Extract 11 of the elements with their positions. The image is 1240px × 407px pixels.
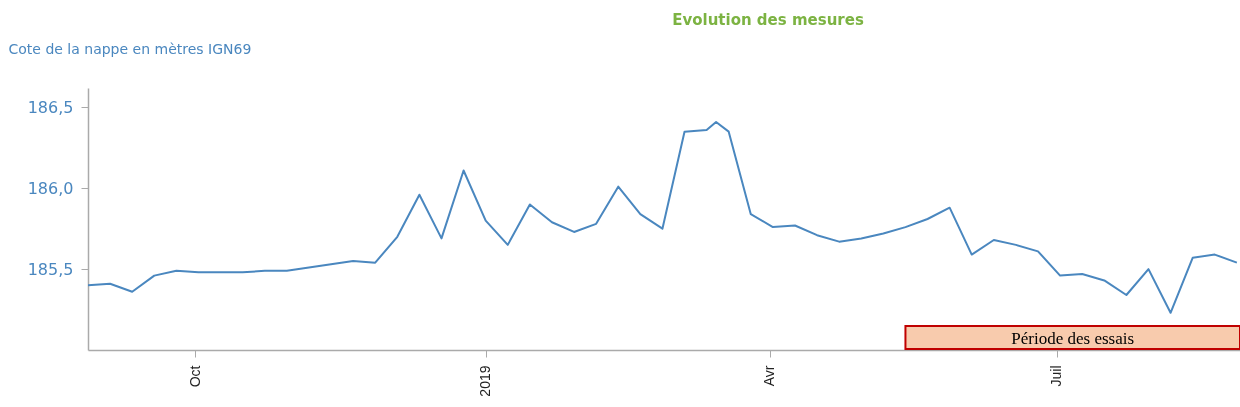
chart-title: Evolution des mesures <box>672 11 864 29</box>
band-label: Période des essais <box>1011 329 1135 348</box>
x-tick-label: Oct <box>186 365 203 388</box>
y-axis-title: Cote de la nappe en mètres IGN69 <box>8 40 252 57</box>
line-series <box>88 120 1238 314</box>
y-tick-label: 185,5 <box>27 259 74 279</box>
x-tick-label: 2019 <box>477 365 494 397</box>
x-tick-label: Avr <box>761 365 778 387</box>
x-tick-label: Juil <box>1048 365 1065 387</box>
y-tick-label: 186,5 <box>27 97 74 117</box>
y-tick-label: 186,0 <box>27 178 74 198</box>
